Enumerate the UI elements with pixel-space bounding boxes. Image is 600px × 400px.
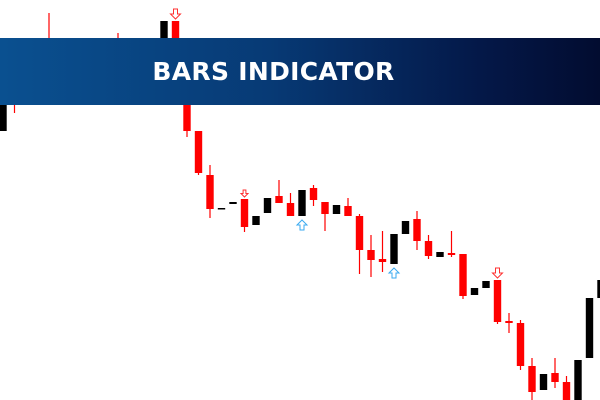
candle-body	[321, 202, 329, 214]
candle-body	[482, 281, 490, 288]
candle	[298, 190, 306, 216]
candle-body	[470, 288, 479, 295]
candle-body	[367, 250, 375, 260]
candle-body	[505, 321, 513, 323]
candle-body	[401, 221, 410, 234]
candle-body	[378, 259, 387, 262]
candle	[401, 221, 410, 234]
candle	[263, 198, 272, 213]
candle-body	[263, 198, 272, 213]
candle	[378, 231, 387, 272]
candle-body	[355, 216, 364, 250]
candle	[275, 180, 283, 203]
candle-body	[447, 253, 456, 255]
candle-body	[574, 360, 582, 400]
candle-body	[183, 90, 191, 131]
candle	[367, 235, 375, 277]
candle-body	[493, 280, 502, 322]
candle	[217, 208, 226, 210]
candle	[413, 211, 421, 250]
candle-body	[0, 95, 7, 131]
candle-body	[516, 323, 525, 366]
candle	[470, 288, 479, 295]
title-banner: BARS INDICATOR	[0, 38, 600, 105]
candle-body	[528, 366, 536, 392]
candle	[286, 193, 295, 216]
candle-body	[286, 203, 295, 216]
candle	[585, 298, 594, 358]
candle-body	[436, 252, 444, 257]
down-arrow-icon	[491, 267, 504, 279]
candle-body	[240, 199, 249, 227]
candle	[597, 280, 600, 298]
candle	[436, 252, 444, 257]
candle	[539, 374, 548, 390]
candle-body	[390, 234, 398, 264]
candle-body	[275, 196, 283, 203]
candle-body	[194, 131, 203, 173]
candle	[390, 234, 398, 264]
up-arrow-icon	[295, 219, 309, 231]
candle	[551, 358, 559, 388]
candle	[332, 205, 341, 214]
candle	[194, 131, 203, 175]
up-arrow-icon	[387, 267, 401, 279]
candle-body	[344, 206, 352, 216]
candle-body	[252, 216, 260, 225]
candle-body	[309, 188, 318, 200]
candle	[424, 235, 433, 259]
banner-title: BARS INDICATOR	[152, 57, 395, 86]
candle	[574, 360, 582, 400]
candle	[482, 281, 490, 288]
candle-body	[298, 190, 306, 216]
candle	[229, 202, 237, 204]
candle	[206, 165, 214, 218]
candle	[516, 320, 525, 370]
candle-body	[217, 208, 226, 210]
down-arrow-icon	[239, 189, 250, 198]
candle-body	[562, 382, 571, 400]
candle	[309, 185, 318, 206]
candle-body	[539, 374, 548, 390]
candle	[252, 216, 260, 225]
candle-body	[459, 254, 467, 296]
candle	[321, 202, 329, 231]
candle	[344, 198, 352, 216]
candle	[355, 214, 364, 274]
candle-body	[597, 280, 600, 298]
candle-body	[424, 241, 433, 256]
candle-body	[551, 373, 559, 382]
candle	[447, 231, 456, 257]
candle-body	[585, 298, 594, 358]
candle	[493, 280, 502, 324]
candle	[528, 358, 536, 400]
candle-body	[332, 205, 341, 214]
candle-body	[413, 219, 421, 241]
down-arrow-icon	[169, 8, 182, 20]
candle	[240, 199, 249, 232]
candle	[459, 254, 467, 299]
candle-body	[206, 175, 214, 209]
candle	[562, 376, 571, 400]
candle-body	[229, 202, 237, 204]
candle	[505, 313, 513, 333]
